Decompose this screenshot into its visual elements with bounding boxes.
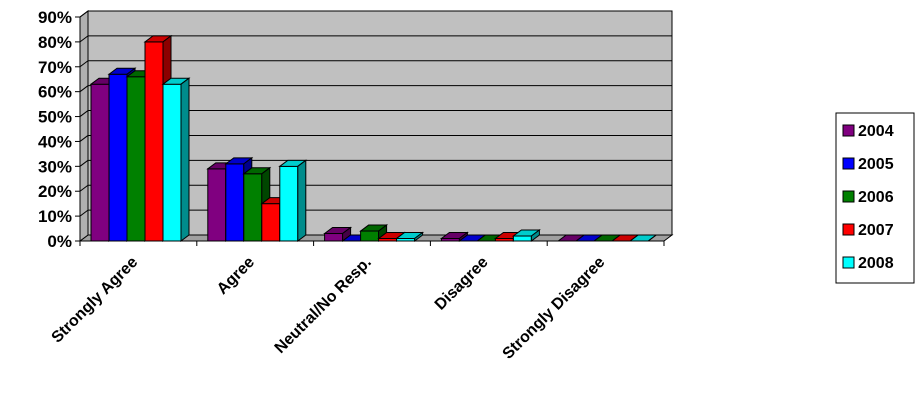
y-tick-label: 70% [38, 58, 72, 77]
legend: 2004 2005 2006 2007 2008 [835, 112, 915, 284]
bar [323, 226, 353, 242]
bar [395, 231, 425, 242]
gridline [79, 209, 89, 217]
gridline [79, 110, 89, 117]
bar [161, 77, 191, 242]
bar [511, 229, 541, 242]
legend-label: 2007 [858, 222, 894, 239]
y-tick-label: 40% [38, 132, 72, 151]
x-axis-ticks: Strongly Agree Agree Neutral/No Resp. Disag… [49, 241, 665, 363]
y-tick-label: 60% [38, 83, 72, 102]
gridline [79, 184, 89, 192]
y-tick-label: 30% [38, 157, 72, 176]
bar [278, 159, 308, 242]
gridline [79, 159, 89, 167]
side-wall [79, 10, 89, 242]
legend-swatch [842, 124, 855, 137]
y-axis-ticks: 0% 10% 20% 30% 40% 50% 60% 70% 80% 90% [38, 8, 80, 251]
y-tick-label: 20% [38, 182, 72, 201]
x-tick-label: Agree [214, 254, 258, 298]
x-tick-label: Disagree [432, 254, 492, 314]
bar [628, 234, 658, 242]
bars [89, 34, 658, 242]
legend-label: 2006 [858, 189, 894, 206]
legend-swatch [842, 256, 855, 269]
y-tick-label: 0% [47, 232, 72, 251]
legend-label: 2004 [858, 123, 894, 140]
x-tick-label: Strongly Agree [49, 254, 142, 347]
gridline [79, 10, 89, 18]
legend-swatch [842, 157, 855, 170]
y-tick-label: 80% [38, 33, 72, 52]
legend-swatch [842, 190, 855, 203]
x-tick-label: Neutral/No Resp. [272, 254, 375, 357]
y-tick-label: 10% [38, 207, 72, 226]
legend-swatch [842, 223, 855, 236]
gridline [79, 85, 89, 93]
gridline [79, 35, 89, 43]
legend-label: 2005 [858, 156, 894, 173]
legend-label: 2008 [858, 255, 894, 272]
gridline [79, 135, 89, 142]
gridline [79, 60, 89, 68]
y-tick-label: 90% [38, 8, 72, 27]
x-tick-label: Strongly Disagree [500, 254, 609, 363]
y-tick-label: 50% [38, 108, 72, 127]
